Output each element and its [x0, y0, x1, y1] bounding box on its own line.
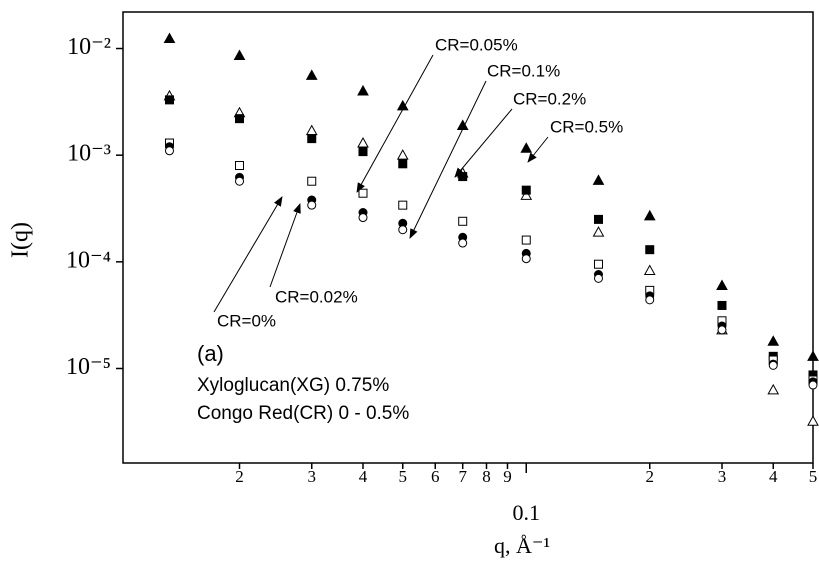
series-label: CR=0.02%: [275, 287, 358, 306]
data-point: [307, 134, 317, 144]
data-point: [358, 188, 368, 198]
series-label: CR=0%: [217, 311, 276, 330]
data-point: [235, 161, 245, 171]
data-point: [521, 235, 531, 245]
data-point: [398, 225, 408, 235]
callout-arrow: [527, 136, 549, 163]
callout-arrow: [356, 54, 434, 193]
data-point: [643, 209, 656, 221]
data-point: [305, 69, 318, 80]
x-axis-label: q, Å⁻¹: [494, 533, 550, 558]
data-point: [645, 295, 655, 305]
x-tick-label: 2: [235, 467, 244, 486]
data-point: [717, 300, 727, 310]
callout-arrow: [213, 196, 283, 313]
data-point: [164, 95, 174, 105]
y-tick-label: 10⁻²: [67, 34, 111, 60]
callout-arrow: [269, 203, 301, 288]
data-point: [807, 415, 819, 426]
x-tick-label: 5: [399, 467, 408, 486]
x-tick-label: 3: [718, 467, 727, 486]
annotation: Xyloglucan(XG) 0.75%: [197, 375, 389, 396]
callout-arrow: [409, 80, 487, 239]
data-point: [164, 146, 174, 156]
data-point: [305, 124, 318, 136]
data-point: [592, 174, 605, 185]
data-point: [717, 325, 727, 335]
data-point: [593, 259, 603, 269]
x-tick-label: 3: [307, 467, 316, 486]
data-point: [458, 238, 468, 248]
data-point: [235, 176, 245, 186]
x-tick-label: 4: [359, 467, 368, 486]
x-tick-label: 9: [503, 467, 512, 486]
data-point: [357, 136, 369, 148]
data-point: [643, 264, 656, 275]
data-point: [458, 216, 468, 226]
series-label: CR=0.1%: [487, 61, 560, 80]
data-point: [768, 360, 778, 370]
y-tick-label: 10⁻³: [67, 141, 111, 167]
data-point: [233, 49, 246, 61]
x-tick-label: 2: [645, 467, 654, 486]
annotation: Congo Red(CR) 0 - 0.5%: [197, 403, 409, 424]
data-point: [396, 149, 409, 160]
x-tick-label: 8: [482, 467, 491, 486]
data-point: [716, 279, 728, 290]
data-point: [398, 200, 408, 210]
data-point: [520, 142, 533, 153]
x-tick-label: 5: [809, 467, 818, 486]
series-label: CR=0.2%: [513, 89, 586, 108]
x-tick-label: 0.1: [513, 500, 541, 525]
data-point: [521, 254, 531, 264]
y-tick-label: 10⁻⁵: [66, 354, 111, 380]
data-point: [645, 245, 655, 255]
data-point: [807, 350, 819, 361]
x-tick-label: 6: [431, 467, 440, 486]
plot-frame: [122, 11, 814, 464]
data-point: [398, 159, 408, 169]
x-tick-label: 7: [458, 467, 467, 486]
data-point: [593, 214, 603, 224]
y-axis-label: I(q): [8, 222, 34, 258]
data-point: [458, 172, 468, 182]
data-point: [358, 147, 368, 157]
data-point: [357, 84, 369, 96]
series-label: CR=0.5%: [550, 117, 623, 136]
data-point: [307, 176, 317, 186]
data-point: [593, 273, 603, 283]
data-point: [767, 335, 780, 346]
callout-arrow: [454, 108, 513, 178]
data-point: [521, 185, 531, 195]
data-point: [163, 32, 176, 44]
data-point: [307, 200, 317, 210]
y-tick-label: 10⁻⁴: [66, 247, 111, 273]
annotation: (a): [197, 341, 224, 366]
series-label: CR=0.05%: [435, 35, 518, 54]
x-tick-label: 4: [769, 467, 778, 486]
data-point: [235, 114, 245, 124]
data-point: [520, 189, 533, 200]
data-point: [808, 380, 818, 390]
data-point: [767, 383, 780, 395]
data-point: [358, 213, 368, 223]
data-point: [592, 226, 605, 237]
